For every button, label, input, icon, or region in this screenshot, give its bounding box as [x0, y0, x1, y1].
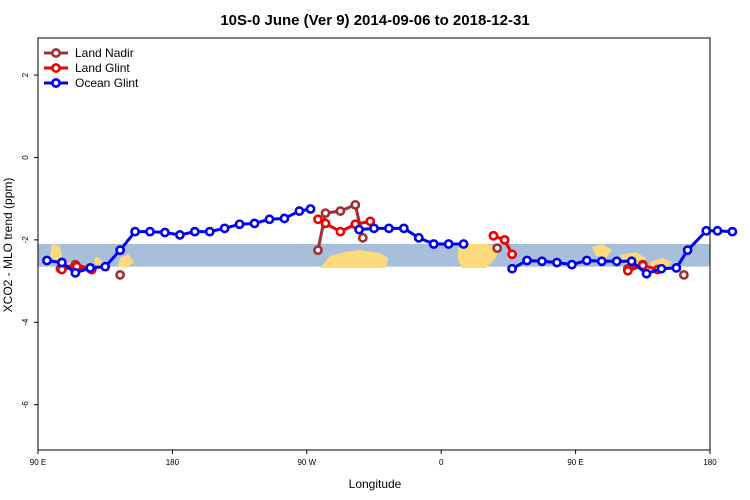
- x-tick-label: 180: [703, 458, 717, 467]
- data-point: [320, 218, 331, 229]
- legend-marker: [51, 48, 61, 58]
- data-point: [641, 268, 652, 279]
- land-patch-3: [118, 254, 134, 268]
- data-point: [264, 214, 275, 225]
- data-point: [443, 239, 454, 249]
- data-point: [682, 245, 693, 256]
- data-point: [507, 263, 518, 274]
- chart-title: 10S-0 June (Ver 9) 2014-09-06 to 2018-12…: [220, 12, 529, 29]
- data-point: [365, 216, 376, 227]
- land-patch-0: [50, 244, 62, 262]
- data-point: [369, 223, 379, 234]
- y-tick-label: -4: [21, 318, 30, 326]
- data-point: [249, 218, 260, 229]
- y-tick-label: -2: [21, 236, 30, 244]
- data-point: [354, 224, 364, 235]
- data-point: [70, 267, 81, 278]
- data-point: [398, 223, 409, 234]
- data-point: [499, 234, 510, 245]
- series-layer: [42, 199, 738, 280]
- legend-item: Land Nadir: [44, 46, 134, 60]
- x-tick-label: 0: [439, 458, 444, 467]
- data-point: [522, 255, 532, 266]
- background-band: [38, 244, 710, 268]
- data-point: [313, 245, 323, 256]
- data-point: [204, 226, 215, 237]
- data-point: [115, 269, 126, 280]
- data-point: [234, 219, 245, 230]
- legend-marker: [51, 63, 61, 73]
- data-point: [115, 245, 126, 256]
- data-point: [294, 206, 305, 216]
- legend-label: Land Glint: [75, 61, 130, 75]
- data-point: [335, 206, 346, 216]
- data-point: [145, 226, 155, 237]
- data-point: [727, 226, 738, 237]
- data-point: [678, 269, 689, 280]
- y-tick-label: 0: [21, 155, 30, 160]
- data-point: [357, 232, 368, 243]
- legend-label: Ocean Glint: [75, 76, 139, 90]
- data-point: [622, 265, 633, 276]
- y-axis: -6 -4 -2 0 2: [21, 72, 38, 408]
- land-patch-4: [320, 250, 388, 268]
- data-point: [279, 213, 290, 224]
- data-point: [537, 256, 547, 267]
- data-point: [458, 239, 469, 249]
- x-tick-label: 90 E: [30, 458, 46, 467]
- x-tick-label: 90 E: [567, 458, 583, 467]
- data-point: [656, 263, 667, 274]
- data-point: [189, 226, 200, 237]
- legend-label: Land Nadir: [75, 46, 134, 60]
- land-patch-6: [592, 244, 612, 258]
- x-tick-label: 180: [166, 458, 180, 467]
- data-point: [626, 256, 637, 267]
- data-point: [507, 249, 518, 260]
- y-tick-label: -6: [21, 401, 30, 409]
- data-point: [305, 204, 316, 214]
- data-point: [488, 230, 499, 241]
- data-point: [428, 239, 439, 249]
- series-land-glint: [56, 214, 663, 276]
- legend-item: Land Glint: [44, 61, 130, 75]
- data-point: [671, 262, 682, 273]
- data-point: [566, 259, 577, 270]
- legend-item: Ocean Glint: [44, 76, 139, 90]
- series-ocean-glint: [42, 204, 738, 279]
- data-point: [581, 255, 592, 266]
- data-point: [100, 261, 111, 272]
- data-point: [350, 199, 361, 210]
- data-point: [130, 226, 140, 237]
- legend-marker: [51, 78, 61, 88]
- data-point: [320, 208, 331, 218]
- data-point: [552, 257, 562, 268]
- data-point: [492, 243, 503, 254]
- data-point: [160, 227, 170, 238]
- x-axis: 90 E 180 90 W 0 90 E 180: [30, 450, 717, 467]
- data-point: [701, 225, 712, 236]
- plot-frame: [37, 37, 711, 451]
- x-axis-label: Longitude: [349, 477, 402, 491]
- data-point: [384, 223, 394, 234]
- data-point: [596, 256, 607, 267]
- data-point: [219, 223, 230, 234]
- data-point: [611, 256, 622, 267]
- data-point: [174, 230, 185, 240]
- x-tick-label: 90 W: [297, 458, 316, 467]
- data-point: [712, 225, 723, 236]
- data-point: [313, 214, 323, 225]
- series-line: [511, 229, 733, 276]
- data-point: [85, 262, 96, 273]
- data-point: [413, 232, 424, 243]
- y-axis-label: XCO2 - MLO trend (ppm): [1, 178, 15, 313]
- data-point: [56, 257, 67, 268]
- data-point: [335, 226, 346, 237]
- y-tick-label: 2: [21, 72, 30, 77]
- data-point: [42, 255, 52, 266]
- land-patch-5: [458, 244, 500, 268]
